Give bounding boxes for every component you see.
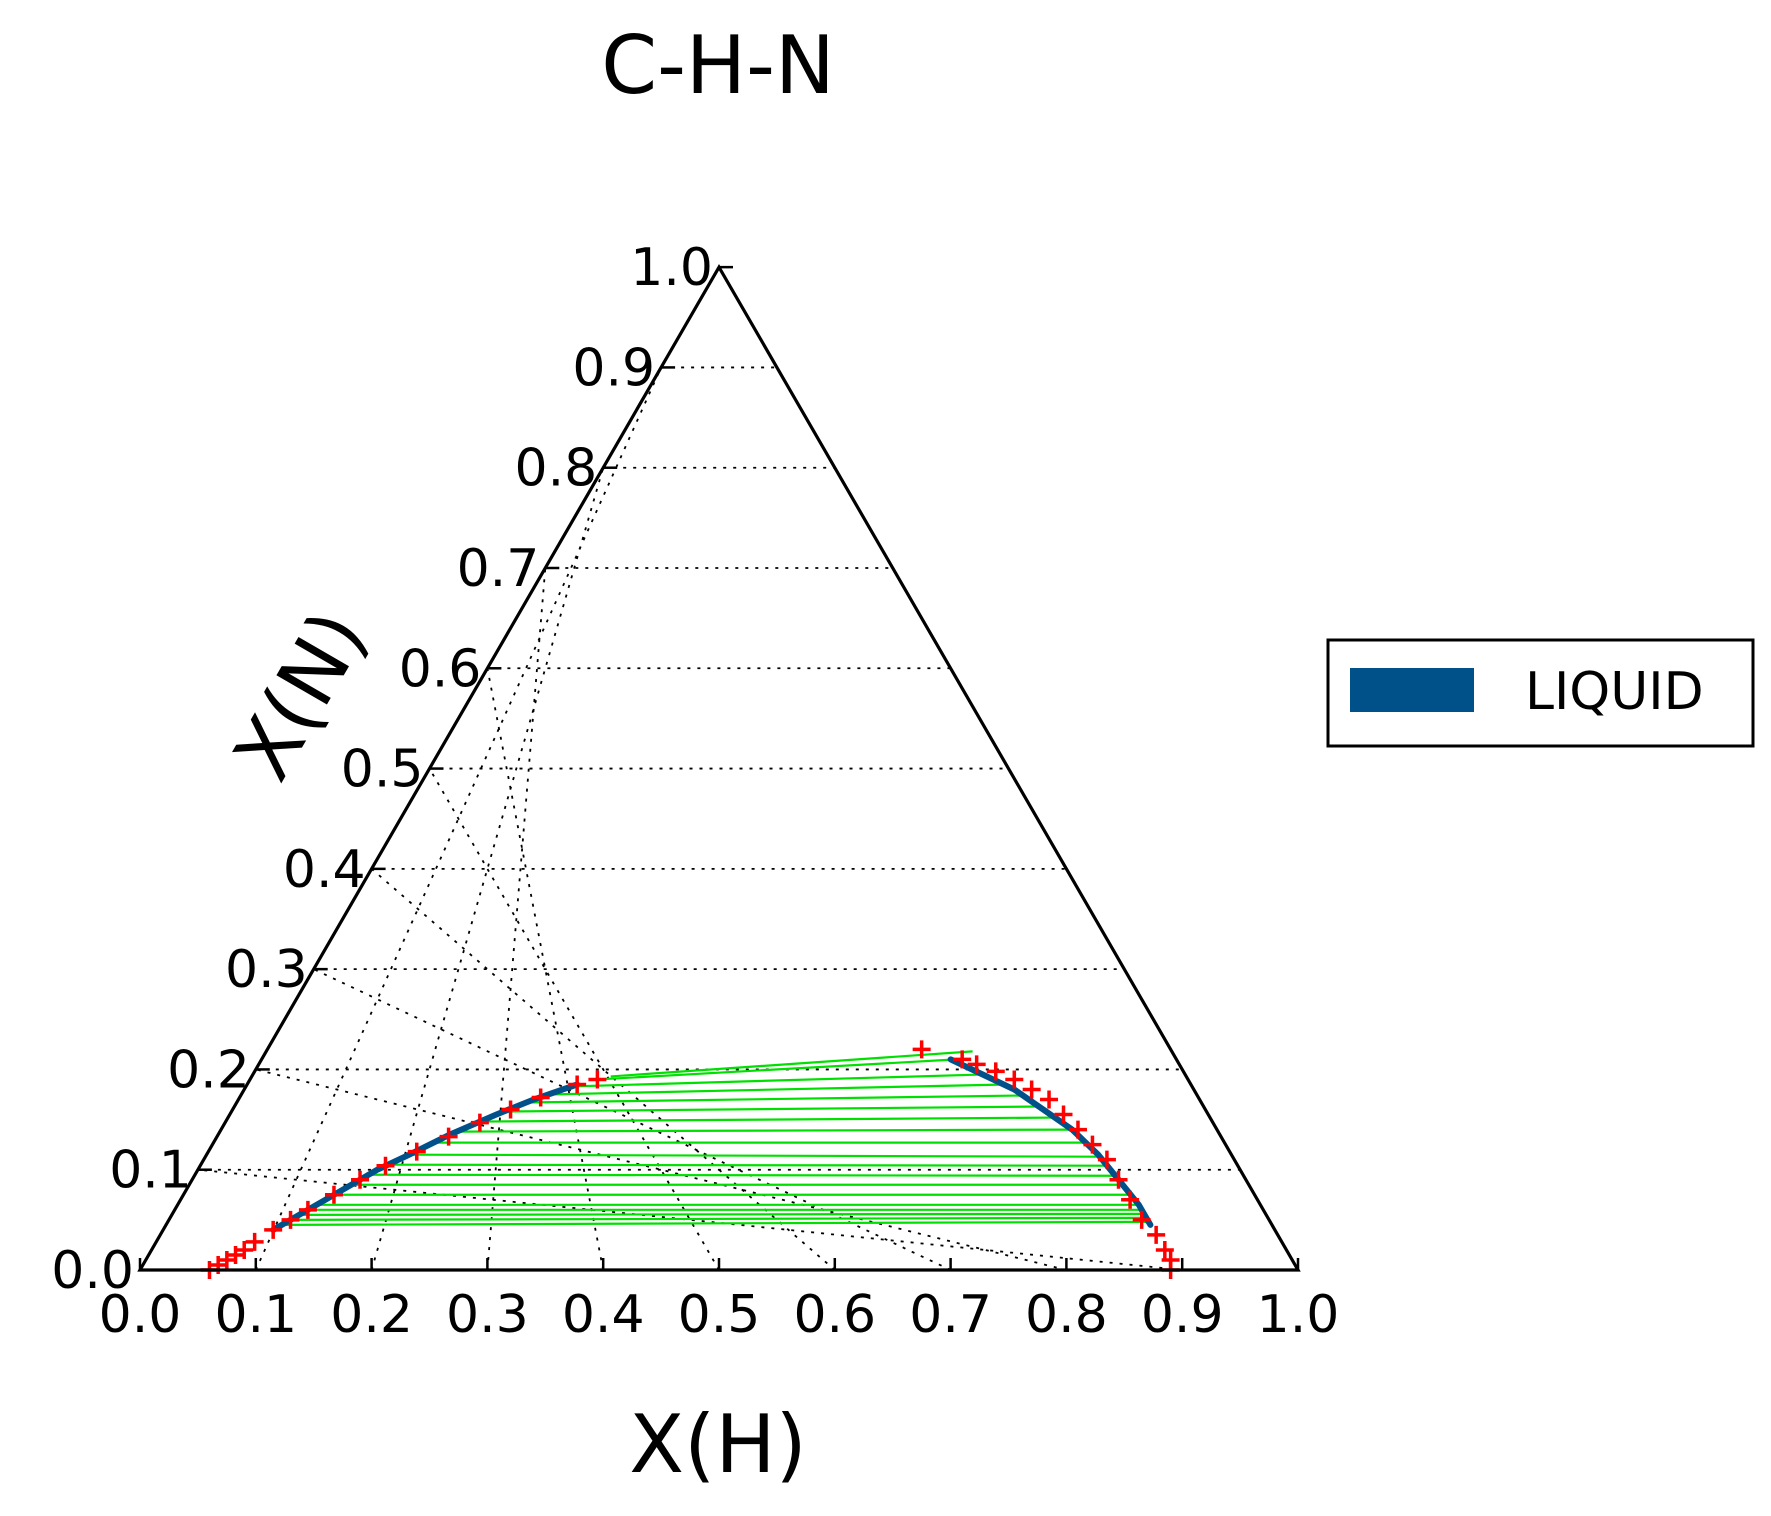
calculated-point	[1083, 1135, 1102, 1154]
grid-line-c	[486, 567, 547, 1271]
calculated-point	[298, 1200, 317, 1219]
calculated-point	[501, 1100, 520, 1119]
calculated-point	[281, 1210, 300, 1229]
tie-line	[597, 1058, 957, 1081]
tie-line	[291, 1216, 1146, 1221]
calculated-points-layer	[200, 1040, 1180, 1279]
calculated-point	[235, 1240, 254, 1259]
grid-line-c	[371, 868, 836, 1271]
tie-line	[299, 1212, 1143, 1216]
calculated-point	[1040, 1090, 1059, 1109]
x-tick-label: 0.2	[330, 1285, 413, 1345]
tie-line	[548, 1083, 1006, 1096]
labels-layer: 0.0 0.1 0.2 0.3 0.4 0.5 0.6 0.7 0.8 0.9 1.0 0.0 0.1 0…	[51, 238, 1339, 1345]
x-tick-label: 0.0	[99, 1285, 182, 1345]
liquid-boundary-line	[270, 1081, 581, 1233]
tie-line	[368, 1173, 1114, 1177]
x-tick-label: 0.6	[793, 1285, 876, 1345]
grid-line-c	[428, 768, 720, 1271]
chart-title: C-H-N	[601, 19, 835, 112]
axes-layer	[137, 263, 1301, 1272]
tie-line	[457, 1128, 1073, 1133]
calculated-point	[1147, 1225, 1166, 1244]
calculated-point	[588, 1070, 607, 1089]
x-tick-label: 0.7	[909, 1285, 992, 1345]
calculated-point	[568, 1075, 587, 1094]
tie-line	[388, 1163, 1106, 1167]
calculated-point	[1121, 1190, 1140, 1209]
tie-line	[610, 1050, 973, 1078]
tie-line	[503, 1105, 1040, 1113]
legend-label-liquid: LIQUID	[1525, 662, 1704, 722]
y-tick-label: 0.5	[341, 740, 424, 800]
y-tick-label: 0.7	[457, 539, 540, 599]
calculated-point	[324, 1185, 343, 1204]
x-tick-label: 0.5	[678, 1285, 761, 1345]
calculated-point	[1054, 1105, 1073, 1124]
x-tick-label: 0.9	[1141, 1285, 1224, 1345]
grid-line-c	[486, 668, 605, 1271]
tie-line	[409, 1153, 1098, 1158]
calculated-point	[407, 1142, 426, 1161]
calculated-point	[1132, 1210, 1151, 1229]
y-tick-label: 0.6	[399, 639, 482, 699]
calculated-point	[967, 1055, 986, 1074]
calculated-point	[351, 1170, 370, 1189]
y-tick-label: 0.1	[109, 1141, 192, 1201]
calculated-point	[953, 1050, 972, 1069]
calculated-point	[470, 1113, 489, 1132]
legend: LIQUID	[1326, 638, 1755, 748]
x-tick-label: 0.1	[214, 1285, 297, 1345]
y-tick-label: 0.3	[225, 940, 308, 1000]
calculated-point	[245, 1232, 264, 1251]
x-tick-label: 0.3	[446, 1285, 529, 1345]
calculated-point	[264, 1220, 283, 1239]
calculated-point	[1097, 1150, 1116, 1169]
calculated-point	[912, 1040, 931, 1059]
calculated-point	[376, 1156, 395, 1175]
calculated-point	[439, 1127, 458, 1146]
y-tick-label: 1.0	[630, 238, 713, 298]
tie-line	[570, 1073, 985, 1088]
tie-line	[285, 1220, 1148, 1226]
legend-swatch-liquid	[1350, 668, 1474, 712]
x-tick-label: 1.0	[1257, 1285, 1340, 1345]
calculated-point	[531, 1088, 550, 1107]
tie-line-layer	[285, 1050, 1148, 1226]
tie-line	[526, 1094, 1023, 1104]
grid-layer	[197, 366, 1241, 1271]
x-tick-label: 0.8	[1025, 1285, 1108, 1345]
y-tick-label: 0.8	[514, 439, 597, 499]
y-tick-label: 0.0	[51, 1241, 134, 1301]
y-tick-label: 0.4	[283, 840, 366, 900]
calculated-point	[1109, 1170, 1128, 1189]
y-tick-label: 0.2	[167, 1040, 250, 1100]
calculated-point	[1068, 1120, 1087, 1139]
calculated-point	[1155, 1240, 1174, 1259]
x-tick-label: 0.4	[562, 1285, 645, 1345]
y-tick-label: 0.9	[572, 338, 655, 398]
calculated-point	[986, 1062, 1005, 1081]
calculated-point	[1005, 1070, 1024, 1089]
calculated-point	[1022, 1080, 1041, 1099]
tie-line	[480, 1116, 1056, 1123]
x-axis-title: X(H)	[629, 1398, 806, 1491]
